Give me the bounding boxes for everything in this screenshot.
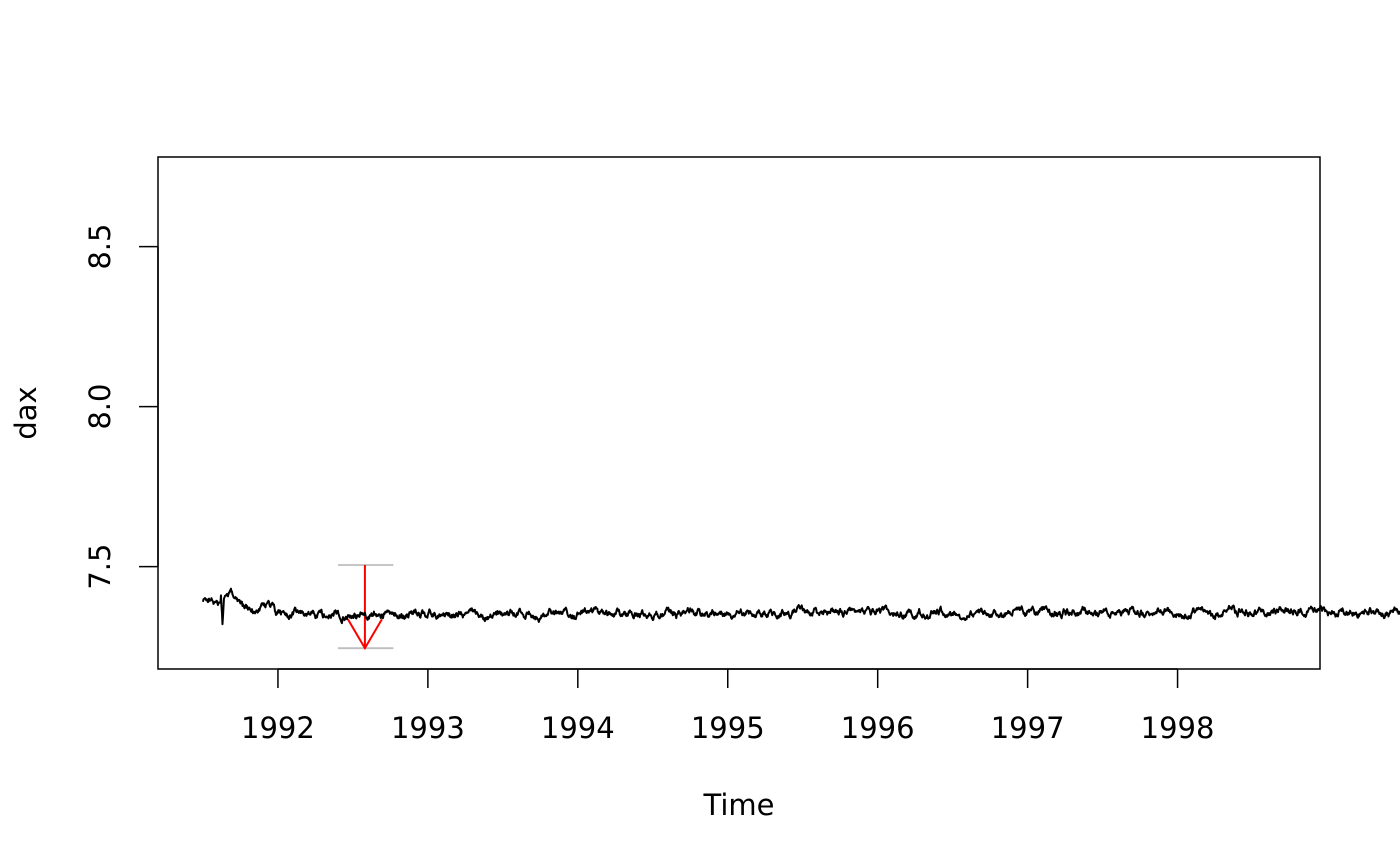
x-tick-label: 1998 [1141,711,1215,745]
drawdown-arrow-head [347,618,383,651]
x-axis-title: Time [703,788,775,822]
x-axis: 1992 1993 1994 1995 1996 1997 1998 [241,668,1215,745]
y-axis-title: dax [9,386,43,439]
x-tick-label: 1993 [391,711,465,745]
x-tick-label: 1994 [541,711,615,745]
y-tick-label: 8.5 [83,224,117,270]
y-tick-label: 8.0 [83,384,117,430]
x-tick-label: 1992 [241,711,315,745]
y-axis: 7.5 8.0 8.5 [83,224,159,590]
y-tick-label: 7.5 [83,544,117,590]
x-tick-label: 1996 [841,711,915,745]
max-drawdown-annotation [337,564,394,651]
x-tick-label: 1995 [691,711,765,745]
plot-frame [157,156,1321,670]
series-layer [201,587,1400,626]
series-line [201,587,1400,626]
x-tick-label: 1997 [991,711,1065,745]
